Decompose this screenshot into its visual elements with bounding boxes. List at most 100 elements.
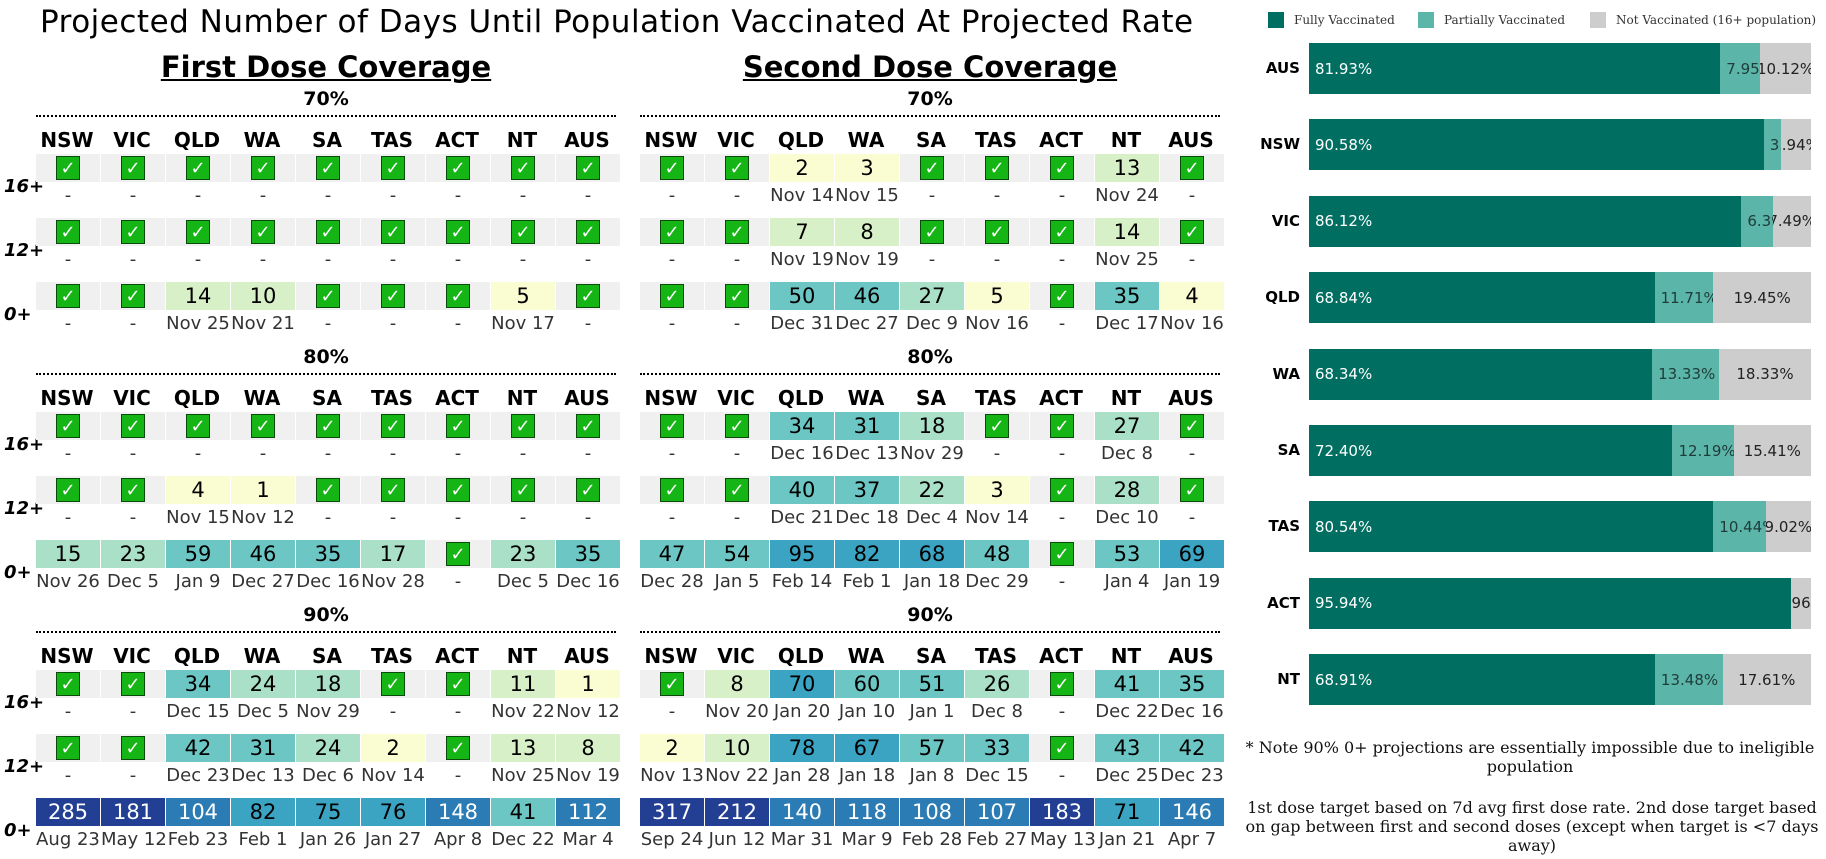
days-cell: 2 <box>770 154 834 182</box>
days-cell: 4 <box>166 476 230 504</box>
projected-date: - <box>64 249 72 270</box>
state-header: NT <box>1110 128 1142 152</box>
target-met-cell: ✓ <box>231 412 295 440</box>
state-header: VIC <box>717 386 755 410</box>
target-met-cell: ✓ <box>556 218 620 246</box>
projected-date: - <box>454 701 462 722</box>
target-met-cell: ✓ <box>705 412 769 440</box>
projected-date: - <box>993 249 1001 270</box>
check-icon: ✓ <box>576 414 600 438</box>
projected-date: Dec 5 <box>496 571 549 592</box>
projected-date: Dec 27 <box>231 571 295 592</box>
bar-category-label: NT <box>1277 670 1300 689</box>
check-icon: ✓ <box>725 220 749 244</box>
projected-date: - <box>389 701 397 722</box>
projected-date: Dec 23 <box>1160 765 1224 786</box>
bar-segment: 18.33% <box>1718 348 1811 400</box>
target-met-cell: ✓ <box>491 412 555 440</box>
bar-segment: 10.44% <box>1713 501 1766 553</box>
state-header: SA <box>312 386 342 410</box>
days-cell: 26 <box>965 670 1029 698</box>
days-cell: 10 <box>231 282 295 310</box>
bar-category-label: VIC <box>1271 211 1300 230</box>
check-icon: ✓ <box>56 220 80 244</box>
check-icon: ✓ <box>446 284 470 308</box>
check-icon: ✓ <box>251 414 275 438</box>
projected-date: - <box>993 443 1001 464</box>
state-header: WA <box>243 644 281 668</box>
check-icon: ✓ <box>1050 736 1074 760</box>
bar-segment: 12.19% <box>1672 425 1734 476</box>
projected-date: - <box>1188 185 1196 206</box>
check-icon: ✓ <box>446 156 470 180</box>
check-icon: ✓ <box>660 478 684 502</box>
state-header: VIC <box>717 128 755 152</box>
days-cell: 54 <box>705 540 769 568</box>
days-cell: 31 <box>231 734 295 762</box>
check-icon: ✓ <box>511 414 535 438</box>
projected-date: Nov 14 <box>965 507 1029 528</box>
projected-date: Nov 29 <box>296 701 360 722</box>
projected-date: Mar 9 <box>841 829 893 850</box>
target-met-cell: ✓ <box>426 670 490 698</box>
bar-value-label: 7.49% <box>1773 212 1811 231</box>
target-met-cell: ✓ <box>1160 218 1224 246</box>
days-cell: 71 <box>1095 798 1159 826</box>
projected-date: Jan 5 <box>714 571 760 592</box>
state-header: AUS <box>1168 128 1214 152</box>
target-met-cell: ✓ <box>640 476 704 504</box>
days-cell: 5 <box>491 282 555 310</box>
bar-segment: 3.96% <box>1791 577 1811 629</box>
state-header: SA <box>916 386 946 410</box>
projected-date: Jan 19 <box>1163 571 1221 592</box>
legend-item: Fully Vaccinated <box>1268 12 1395 28</box>
days-cell: 35 <box>1095 282 1159 310</box>
coverage-divider <box>640 373 1220 375</box>
days-cell: 69 <box>1160 540 1224 568</box>
projected-date: Dec 4 <box>905 507 958 528</box>
target-met-cell: ✓ <box>491 154 555 182</box>
projected-date: - <box>668 507 676 528</box>
check-icon: ✓ <box>121 736 145 760</box>
projected-date: Nov 28 <box>361 571 425 592</box>
days-cell: 23 <box>101 540 165 568</box>
check-icon: ✓ <box>446 414 470 438</box>
state-header: WA <box>243 386 281 410</box>
check-icon: ✓ <box>121 478 145 502</box>
days-cell: 34 <box>166 670 230 698</box>
bar-value-label: 11.71% <box>1660 288 1714 307</box>
bar-category-label: TAS <box>1268 517 1300 536</box>
projected-date: Nov 14 <box>361 765 425 786</box>
bar-value-label: 72.40% <box>1315 441 1373 460</box>
target-met-cell: ✓ <box>296 282 360 310</box>
days-cell: 317 <box>640 798 704 826</box>
check-icon: ✓ <box>316 156 340 180</box>
bar-category-label: SA <box>1277 441 1300 459</box>
days-cell: 47 <box>640 540 704 568</box>
bar-value-label: 80.54% <box>1315 517 1373 536</box>
days-cell: 24 <box>231 670 295 698</box>
state-header: TAS <box>975 644 1017 668</box>
target-met-cell: ✓ <box>36 218 100 246</box>
projected-date: - <box>519 507 527 528</box>
projected-date: - <box>733 443 741 464</box>
state-header: NSW <box>40 128 94 152</box>
projected-date: - <box>129 507 137 528</box>
state-header: QLD <box>173 386 221 410</box>
coverage-divider <box>640 115 1220 117</box>
check-icon: ✓ <box>381 156 405 180</box>
projected-date: - <box>1058 313 1066 334</box>
days-cell: 22 <box>900 476 964 504</box>
projected-date: - <box>454 507 462 528</box>
target-met-cell: ✓ <box>491 218 555 246</box>
check-icon: ✓ <box>1180 220 1204 244</box>
projected-date: Dec 31 <box>770 313 834 334</box>
days-cell: 57 <box>900 734 964 762</box>
state-header: VIC <box>113 644 151 668</box>
projected-date: - <box>1058 701 1066 722</box>
state-header: QLD <box>777 386 825 410</box>
check-icon: ✓ <box>1050 478 1074 502</box>
projected-date: - <box>389 313 397 334</box>
projected-date: Dec 9 <box>905 313 958 334</box>
target-met-cell: ✓ <box>556 282 620 310</box>
